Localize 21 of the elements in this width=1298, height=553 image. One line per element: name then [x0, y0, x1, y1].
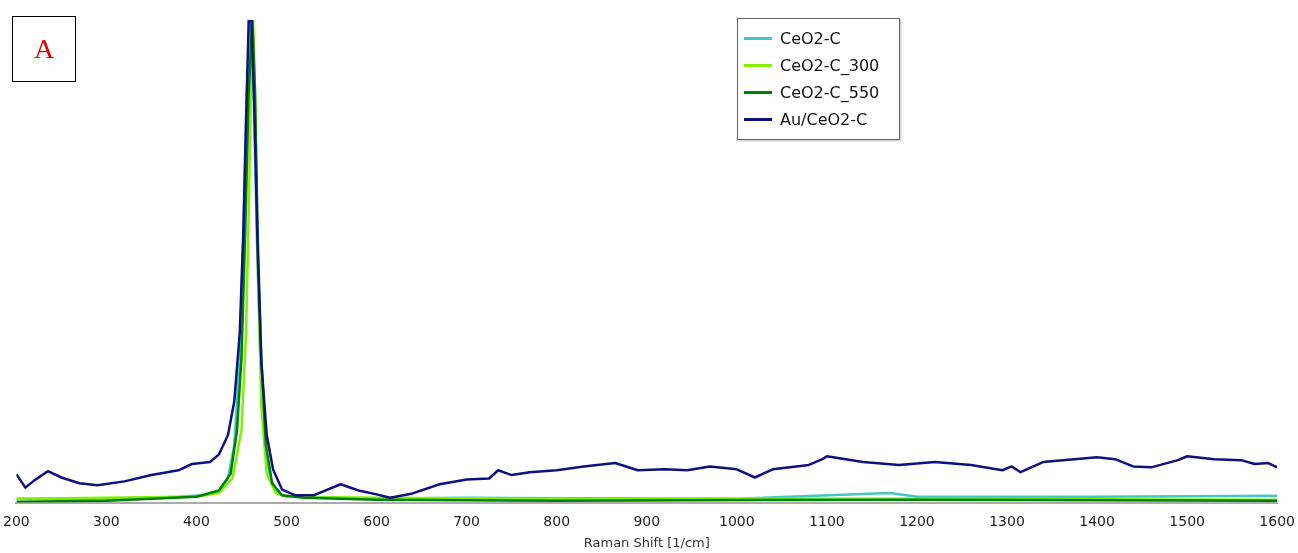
x-tick-label: 800: [543, 512, 571, 529]
annotation: A: [12, 16, 76, 82]
x-tick-label: 500: [273, 512, 300, 529]
legend-label: CeO2-C: [780, 29, 841, 48]
x-tick-label: 900: [633, 512, 661, 529]
x-tick-label: 1100: [809, 512, 845, 529]
legend-label: Au/CeO2-C: [780, 110, 868, 129]
x-tick-label: 1500: [1169, 512, 1205, 529]
x-tick-label: 700: [453, 512, 481, 529]
x-tick-label: 400: [183, 512, 210, 529]
x-tick-label: 300: [93, 512, 120, 529]
x-tick-label: 600: [363, 512, 390, 529]
x-tick-label: 200: [2, 512, 30, 529]
x-tick-label: 1000: [719, 512, 755, 529]
x-tick-label: 1300: [989, 512, 1025, 529]
x-tick-label: 1600: [1259, 512, 1296, 529]
x-axis-title: Raman Shift [1/cm]: [583, 534, 710, 550]
x-tick-label: 1400: [1079, 512, 1115, 529]
legend-label: CeO2-C_550: [780, 83, 880, 102]
legend-label: CeO2-C_300: [780, 56, 880, 75]
x-tick-label: 1200: [899, 512, 935, 529]
